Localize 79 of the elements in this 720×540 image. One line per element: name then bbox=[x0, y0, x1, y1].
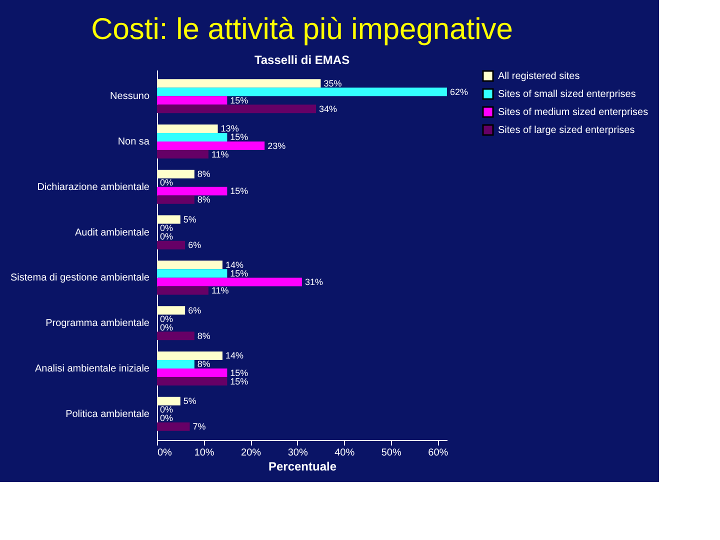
bar bbox=[157, 170, 194, 178]
bar bbox=[157, 260, 222, 270]
data-label: 14% bbox=[225, 350, 244, 361]
bar bbox=[157, 422, 190, 431]
data-label: 0% bbox=[160, 232, 174, 242]
x-tick-label: 20% bbox=[241, 448, 262, 458]
data-label: 6% bbox=[188, 305, 202, 316]
y-tick-label: Analisi ambientale iniziale bbox=[34, 363, 150, 374]
bar bbox=[157, 132, 228, 142]
data-label: 15% bbox=[230, 268, 248, 278]
bar bbox=[157, 195, 194, 204]
bar bbox=[157, 150, 208, 159]
bar bbox=[157, 360, 194, 368]
bar bbox=[157, 368, 228, 378]
data-label: 8% bbox=[197, 194, 210, 205]
data-label: 15% bbox=[230, 368, 248, 378]
bar bbox=[157, 215, 180, 224]
bar bbox=[157, 88, 447, 96]
x-tick-label: 30% bbox=[288, 448, 308, 458]
y-tick-label: Politica ambientale bbox=[66, 408, 150, 420]
bar bbox=[157, 332, 194, 340]
legend-label: Sites of small sized enterprises bbox=[498, 89, 636, 100]
data-label: 15% bbox=[230, 186, 248, 196]
data-label: 15% bbox=[230, 95, 248, 106]
bar bbox=[157, 240, 186, 250]
y-tick-label: Sistema di gestione ambientale bbox=[10, 272, 150, 284]
bar bbox=[157, 186, 228, 196]
data-label: 5% bbox=[183, 214, 196, 225]
data-label: 0% bbox=[160, 404, 174, 415]
data-label: 0% bbox=[160, 314, 174, 324]
bar bbox=[157, 142, 265, 150]
bar bbox=[157, 396, 180, 406]
data-label: 0% bbox=[160, 413, 174, 424]
y-tick-label: Dichiarazione ambientale bbox=[37, 182, 150, 193]
data-label: 0% bbox=[160, 178, 174, 188]
data-label: 13% bbox=[220, 124, 239, 134]
data-label: 5% bbox=[183, 396, 196, 406]
bar bbox=[157, 286, 208, 295]
data-label: 8% bbox=[197, 169, 210, 180]
x-tick-label: 60% bbox=[428, 448, 448, 458]
data-label: 34% bbox=[319, 104, 338, 114]
y-tick-label: Nessuno bbox=[110, 91, 150, 102]
data-label: 6% bbox=[188, 240, 202, 250]
chart-subtitle: Tasselli di EMAS bbox=[254, 53, 350, 67]
data-label: 14% bbox=[225, 260, 244, 270]
y-tick-label: Non sa bbox=[118, 136, 150, 148]
bar bbox=[157, 269, 228, 278]
data-label: 7% bbox=[192, 422, 206, 432]
bar bbox=[157, 96, 228, 105]
x-axis-title: Percentuale bbox=[268, 460, 337, 474]
bar bbox=[157, 351, 222, 360]
data-label: 11% bbox=[211, 149, 229, 160]
data-label: 8% bbox=[197, 359, 210, 370]
data-label: 11% bbox=[211, 285, 229, 296]
data-label: 23% bbox=[268, 140, 286, 151]
chart-title: Costi: le attività più impegnative bbox=[91, 13, 513, 46]
x-tick-label: 40% bbox=[334, 448, 355, 458]
data-label: 62% bbox=[450, 86, 468, 97]
bar bbox=[157, 104, 316, 114]
x-tick-label: 50% bbox=[381, 448, 402, 458]
data-label: 15% bbox=[230, 132, 248, 142]
legend-label: All registered sites bbox=[498, 71, 580, 82]
bar bbox=[157, 79, 321, 88]
data-label: 0% bbox=[160, 223, 174, 234]
x-tick-label: 0% bbox=[158, 448, 172, 458]
data-label: 15% bbox=[230, 376, 248, 386]
data-label: 31% bbox=[305, 276, 324, 287]
y-tick-label: Audit ambientale bbox=[75, 227, 150, 238]
bar bbox=[157, 124, 218, 133]
bar bbox=[157, 377, 228, 386]
bar bbox=[157, 278, 302, 286]
bar bbox=[157, 306, 186, 315]
x-tick-label: 10% bbox=[194, 448, 214, 458]
data-label: 0% bbox=[160, 322, 174, 332]
y-tick-label: Programma ambientale bbox=[46, 318, 150, 330]
data-label: 35% bbox=[324, 78, 342, 88]
legend-label: Sites of medium sized enterprises bbox=[498, 107, 648, 118]
data-label: 8% bbox=[197, 330, 210, 341]
legend-label: Sites of large sized enterprises bbox=[498, 125, 635, 136]
